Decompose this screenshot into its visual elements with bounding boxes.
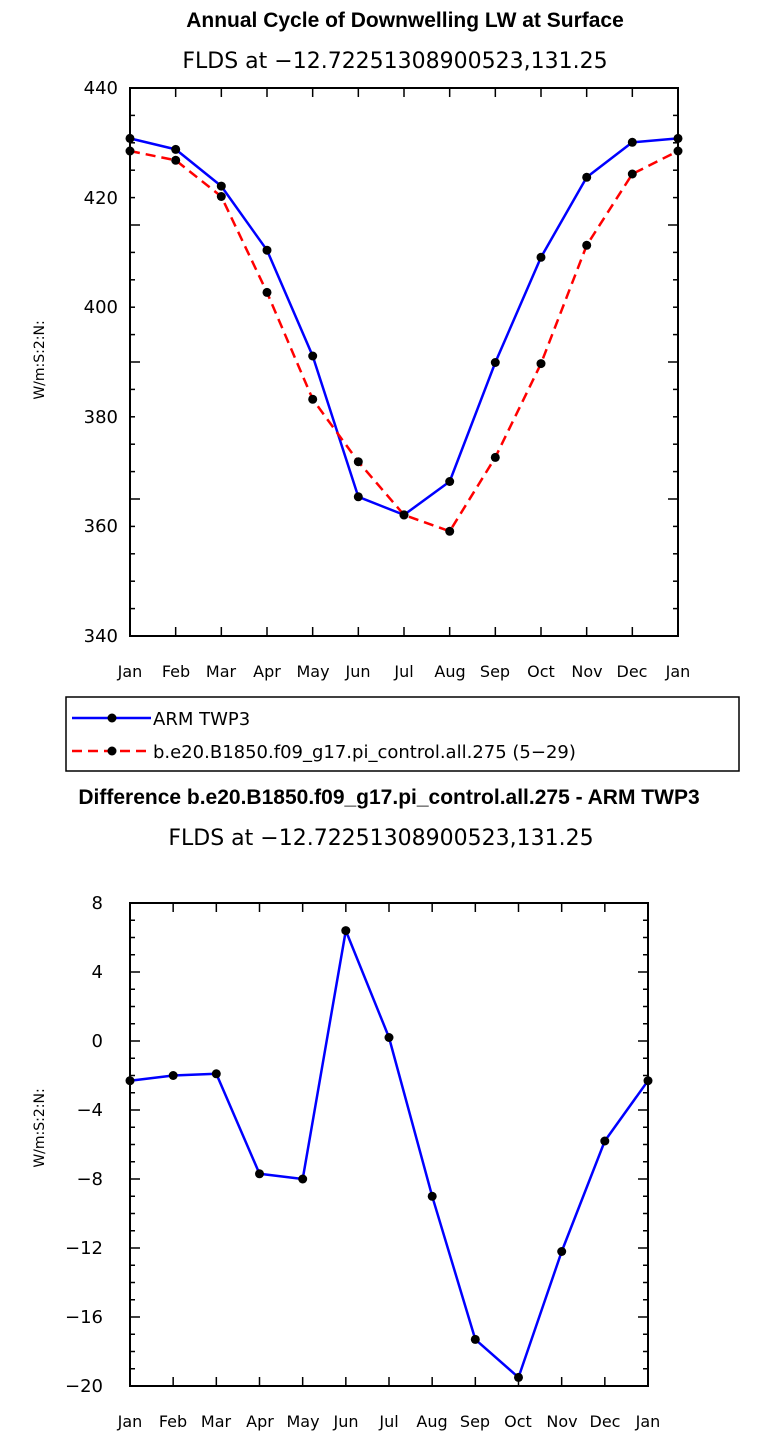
chart2-x-tick-label: Nov: [546, 1412, 577, 1431]
chart2-x-tick-label: Sep: [460, 1412, 490, 1431]
chart1-y-tick-label: 380: [84, 407, 118, 428]
chart2-data-point: [341, 926, 351, 936]
chart1-x-tick-label: Oct: [527, 662, 555, 681]
legend-marker: [107, 746, 117, 756]
chart2-data-point: [168, 1071, 178, 1080]
chart2-x-tick-label: Apr: [246, 1412, 274, 1431]
chart1-data-point: [171, 144, 181, 154]
legend-box: [65, 696, 740, 772]
chart2-y-axis-label: W/m:S:2:N:: [32, 1088, 48, 1167]
chart1-y-tick-label: 340: [84, 626, 118, 647]
chart1-data-point: [445, 477, 455, 486]
chart2-x-tick-label: Aug: [416, 1412, 447, 1431]
chart2-x-tick-label: Jan: [635, 1412, 661, 1431]
chart1-x-tick-label: Apr: [253, 662, 281, 681]
chart2-data-point: [255, 1169, 264, 1179]
chart1-x-tick-label: Jun: [345, 662, 371, 681]
chart1-data-point: [171, 155, 181, 165]
chart1-y-tick-label: 440: [84, 78, 118, 99]
chart1-x-tick-label: Nov: [571, 662, 602, 681]
chart2-series-line: [129, 929, 650, 1379]
chart2-y-tick-label: −8: [76, 1169, 103, 1190]
chart2-x-tick-labels: Jan Feb Mar Apr May Jun Jul Aug Sep Oct …: [117, 1412, 661, 1431]
chart2-x-tick-label: Oct: [504, 1412, 532, 1431]
chart1-x-tick-label: Mar: [206, 662, 237, 681]
chart1-y-tick-label: 360: [84, 516, 118, 537]
chart2-y-tick-label: −4: [76, 1100, 103, 1121]
chart2-data-point: [427, 1191, 437, 1201]
chart1-x-tick-label: Jan: [665, 662, 691, 681]
chart1-data-point: [582, 240, 592, 250]
chart1-series-line: [129, 137, 679, 517]
chart2-x-tick-label: Jun: [333, 1412, 359, 1431]
chart2-data-point: [514, 1372, 523, 1382]
chart1-data-point: [582, 172, 592, 182]
chart2-x-tick-label: May: [286, 1412, 319, 1431]
chart1-x-tick-label: Dec: [617, 662, 648, 681]
chart1-title: Annual Cycle of Downwelling LW at Surfac…: [186, 9, 624, 32]
chart2-x-tick-label: Feb: [159, 1412, 187, 1431]
chart1-data-point: [445, 526, 455, 536]
legend-label-arm-twp3: ARM TWP3: [153, 709, 250, 730]
chart1-y-tick-label: 400: [84, 297, 118, 318]
chart1-plot-frame: [129, 87, 679, 637]
chart2-y-tick-label: −12: [65, 1238, 103, 1259]
chart1-x-tick-label: Sep: [480, 662, 510, 681]
chart1-series: [125, 133, 683, 536]
chart2-y-tick-label: −16: [65, 1307, 103, 1328]
chart1-x-tick-labels: Jan Feb Mar Apr May Jun Jul Aug Sep Oct …: [117, 662, 691, 681]
chart1-legend: ARM TWP3 b.e20.B1850.f09_g17.pi_control.…: [65, 696, 740, 772]
chart2-data-point: [470, 1334, 480, 1344]
legend-label-model: b.e20.B1850.f09_g17.pi_control.all.275 (…: [153, 742, 576, 763]
chart1-data-point: [353, 457, 363, 467]
chart1-data-point: [262, 245, 272, 255]
chart2-y-tick-labels: −20 −16 −12 −8 −4 0 4 8: [65, 893, 103, 1397]
chart1-data-point: [308, 351, 318, 361]
chart-annual-cycle: Annual Cycle of Downwelling LW at Surfac…: [32, 9, 690, 681]
chart1-subtitle: FLDS at −12.72251308900523,131.25: [182, 49, 607, 74]
chart1-data-point: [536, 359, 546, 369]
chart1-y-tick-label: 420: [84, 188, 118, 209]
chart2-y-tick-label: 4: [92, 962, 103, 983]
chart1-data-point: [627, 169, 637, 179]
chart1-x-tick-label: May: [296, 662, 329, 681]
chart2-x-tick-label: Dec: [590, 1412, 621, 1431]
chart1-y-tick-labels: 340 360 380 400 420 440: [84, 78, 118, 647]
chart1-data-point: [399, 510, 409, 520]
chart2-data-point: [298, 1174, 308, 1184]
chart1-data-point: [216, 181, 226, 191]
chart2-subtitle: FLDS at −12.72251308900523,131.25: [168, 826, 593, 851]
chart1-x-tick-label: Feb: [162, 662, 190, 681]
chart1-data-point: [353, 492, 363, 502]
chart1-data-point: [262, 287, 272, 297]
chart2-y-tick-label: −20: [65, 1376, 103, 1397]
chart1-data-point: [308, 394, 318, 404]
chart1-data-point: [490, 358, 500, 367]
chart2-y-tick-label: 0: [92, 1031, 103, 1052]
chart1-series-line: [129, 149, 679, 533]
chart2-data-point: [600, 1136, 610, 1146]
legend-marker: [107, 713, 117, 723]
chart1-x-tick-label: Jan: [117, 662, 143, 681]
chart1-data-point: [216, 192, 226, 201]
chart2-data-point: [211, 1069, 221, 1079]
chart2-data-point: [384, 1033, 394, 1042]
chart1-data-point: [627, 137, 637, 147]
chart2-plot-frame: [129, 902, 649, 1387]
chart1-x-tick-label: Jul: [393, 662, 413, 681]
chart2-x-tick-label: Jan: [117, 1412, 143, 1431]
chart1-x-tick-label: Aug: [434, 662, 465, 681]
chart2-x-tick-label: Mar: [201, 1412, 232, 1431]
chart2-title: Difference b.e20.B1850.f09_g17.pi_contro…: [78, 786, 699, 809]
chart2-x-tick-label: Jul: [378, 1412, 398, 1431]
chart-difference: Difference b.e20.B1850.f09_g17.pi_contro…: [32, 786, 700, 1431]
chart1-data-point: [490, 452, 500, 462]
chart2-data-point: [557, 1247, 567, 1256]
chart2-y-tick-label: 8: [92, 893, 103, 914]
chart1-y-axis-label: W/m:S:2:N:: [32, 320, 48, 399]
chart1-data-point: [536, 252, 546, 262]
chart2-ticks: [129, 902, 649, 1387]
chart2-series: [125, 926, 653, 1382]
